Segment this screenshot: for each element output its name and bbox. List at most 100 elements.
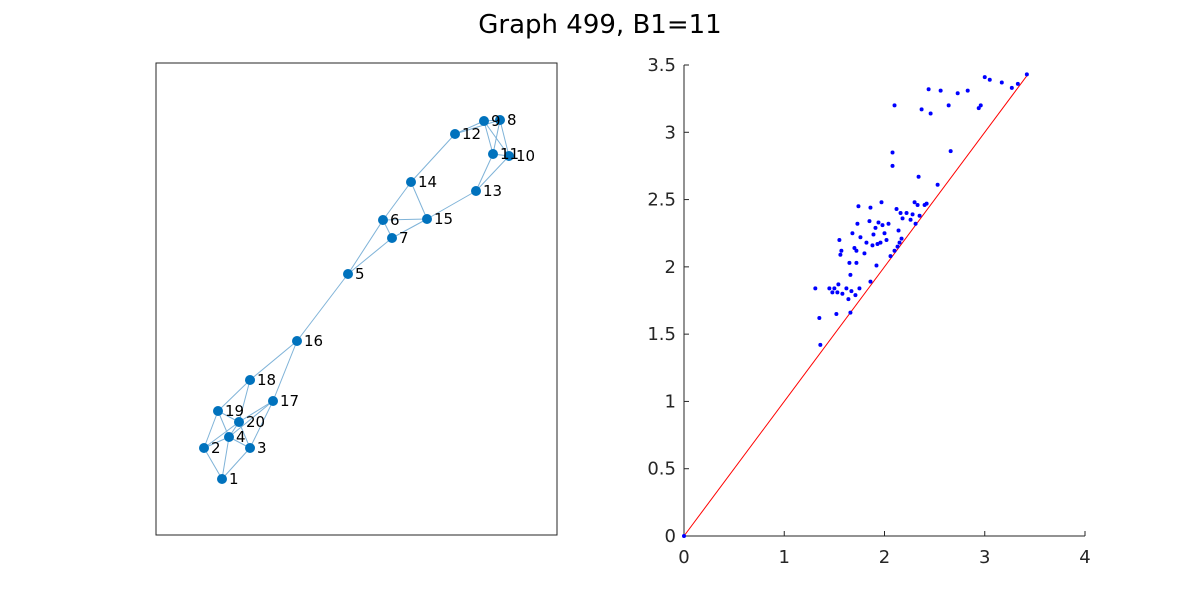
graph-node [488,149,498,159]
pd-point [813,286,818,291]
graph-node [343,269,353,279]
persistence-diagram-panel: 0 1 2 3 4 0 0.5 1 1.5 2 2.5 3 3.5 [647,55,1090,568]
pd-point [853,293,858,298]
pd-point [886,221,891,226]
graph-node-label: 18 [257,371,276,389]
graph-node-label: 12 [462,125,481,143]
pd-point [890,150,895,155]
pd-point [874,263,879,268]
pd-axes [683,64,1086,537]
pd-point [857,286,862,291]
pd-point [892,103,897,108]
pd-point [926,87,931,92]
pd-point [888,254,893,259]
graph-node [495,115,505,125]
graph-edge [454,120,485,135]
pd-point [908,217,913,222]
graph-nodes [199,115,514,484]
graph-node [479,116,489,126]
pd-point [818,342,823,347]
pd-point [854,248,859,253]
pd-point [876,220,881,225]
pd-point [827,286,832,291]
pd-point [837,237,842,242]
graph-node-label: 6 [390,211,400,229]
pd-y-tick-label: 1 [665,391,676,412]
pd-point [682,534,686,538]
pd-point [955,91,960,96]
pd-y-tick-label: 2 [665,257,676,278]
pd-point [858,235,863,240]
pd-point [849,289,854,294]
pd-point [948,149,953,154]
graph-node [217,474,227,484]
pd-point [892,248,897,253]
pd-point [856,204,861,209]
graph-node [224,432,234,442]
pd-tick-labels: 0 1 2 3 4 0 0.5 1 1.5 2 2.5 3 3.5 [647,55,1090,568]
pd-point [875,241,880,246]
graph-edge [249,400,274,449]
pd-point [880,223,885,228]
pd-point [868,205,873,210]
graph-edge [221,447,251,480]
pd-point [928,111,933,116]
pd-y-tick-label: 3 [665,122,676,143]
graph-node-label: 1 [229,470,239,488]
graph-edge [203,447,223,480]
pd-point [896,228,901,233]
graph-edge [347,219,384,275]
graph-edge [272,340,298,402]
pd-point [870,243,875,248]
graph-edge [454,119,501,135]
pd-point [894,206,899,211]
pd-y-tick-label: 2.5 [647,190,676,211]
graph-edge [221,436,230,480]
pd-point [848,272,853,277]
figure-title: Graph 499, B1=11 [478,10,722,40]
graph-node [292,336,302,346]
graph-node-label: 11 [500,145,519,163]
graph-edge [391,218,428,239]
graph-node [387,233,397,243]
graph-node-label: 2 [211,439,221,457]
pd-point [868,279,873,284]
pd-y-tick-label: 1.5 [647,324,676,345]
pd-point [919,107,924,112]
pd-point [913,221,918,226]
pd-point [946,103,951,108]
pd-point [835,290,840,295]
pd-x-tick-label: 2 [879,547,890,568]
pd-y-tick-label: 0 [665,526,676,547]
graph-edge [238,400,274,423]
pd-point [999,80,1004,85]
pd-point [878,240,883,245]
pd-point [924,201,929,206]
graph-node-label: 9 [491,112,501,130]
pd-point [987,77,992,82]
graph-edge [426,190,477,220]
graph-node-label: 15 [434,210,453,228]
pd-point [882,231,887,236]
pd-point [1024,72,1029,77]
graph-node-label: 14 [418,173,437,191]
pd-point [847,260,852,265]
pd-point [915,202,920,207]
pd-point [830,290,835,295]
pd-point [912,200,917,205]
graph-edge [347,237,393,275]
graph-edge [382,181,412,221]
graph-node-label: 13 [483,182,502,200]
graph-edge [203,410,219,449]
graph-edge [249,340,298,381]
graph-node [450,129,460,139]
pd-point [916,174,921,179]
graph-node [245,375,255,385]
pd-point [873,225,878,230]
pd-point [864,240,869,245]
graph-node [471,186,481,196]
pd-point [898,211,903,216]
